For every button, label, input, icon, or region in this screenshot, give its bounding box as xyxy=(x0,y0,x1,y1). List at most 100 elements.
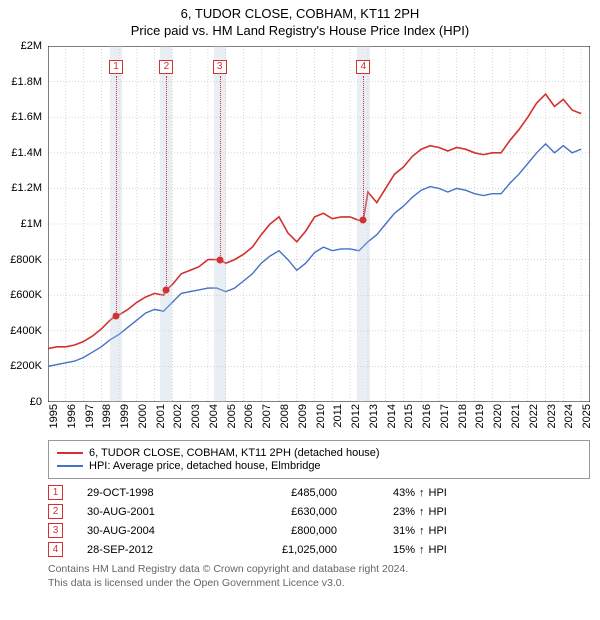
transaction-marker-line xyxy=(220,76,221,260)
plot: 1 2 3 4 xyxy=(48,46,590,402)
x-axis-label: 2001 xyxy=(155,404,167,428)
transaction-marker-line xyxy=(363,76,364,220)
title-line1: 6, TUDOR CLOSE, COBHAM, KT11 2PH xyxy=(0,6,600,21)
transaction-marker-box: 3 xyxy=(213,60,227,74)
footer: Contains HM Land Registry data © Crown c… xyxy=(48,563,590,590)
y-axis-label: £0 xyxy=(30,396,42,408)
transaction-date: 30-AUG-2004 xyxy=(87,525,227,537)
title-line2: Price paid vs. HM Land Registry's House … xyxy=(0,23,600,38)
up-arrow-icon: ↑ xyxy=(419,525,425,537)
transaction-number: 1 xyxy=(48,485,63,500)
transaction-price: £485,000 xyxy=(227,487,337,499)
y-axis-labels: £0£200K£400K£600K£800K£1M£1.2M£1.4M£1.6M… xyxy=(4,46,44,402)
transaction-number: 2 xyxy=(48,504,63,519)
legend-item: HPI: Average price, detached house, Elmb… xyxy=(57,460,581,472)
transactions-table: 129-OCT-1998£485,00043%↑HPI230-AUG-2001£… xyxy=(48,485,590,557)
x-axis-label: 2016 xyxy=(421,404,433,428)
transaction-marker-line xyxy=(116,76,117,316)
transaction-pct: 15% xyxy=(355,544,415,556)
x-axis-label: 1997 xyxy=(84,404,96,428)
transaction-row: 2 30-AUG-2001£630,000 23% ↑ HPI xyxy=(48,504,590,519)
transaction-marker-box: 2 xyxy=(159,60,173,74)
transaction-date: 28-SEP-2012 xyxy=(87,544,227,556)
transaction-price: £1,025,000 xyxy=(227,544,337,556)
x-axis-label: 2013 xyxy=(368,404,380,428)
x-axis-label: 2005 xyxy=(226,404,238,428)
chart-title-block: 6, TUDOR CLOSE, COBHAM, KT11 2PH Price p… xyxy=(0,0,600,38)
transaction-row: 1 29-OCT-1998£485,000 43% ↑ HPI xyxy=(48,485,590,500)
transaction-marker-dot xyxy=(113,312,120,319)
chart-area: £0£200K£400K£600K£800K£1M£1.2M£1.4M£1.6M… xyxy=(48,46,590,402)
y-axis-label: £2M xyxy=(21,40,42,52)
transaction-pct: 43% xyxy=(355,487,415,499)
x-axis-label: 2021 xyxy=(510,404,522,428)
x-axis-label: 2002 xyxy=(172,404,184,428)
up-arrow-icon: ↑ xyxy=(419,487,425,499)
x-axis-label: 2012 xyxy=(350,404,362,428)
footer-line1: Contains HM Land Registry data © Crown c… xyxy=(48,563,590,577)
x-axis-label: 2022 xyxy=(528,404,540,428)
up-arrow-icon: ↑ xyxy=(419,544,425,556)
x-axis-label: 2019 xyxy=(474,404,486,428)
x-axis-label: 1998 xyxy=(101,404,113,428)
x-axis-label: 2014 xyxy=(386,404,398,428)
x-axis-label: 2015 xyxy=(403,404,415,428)
y-axis-label: £200K xyxy=(10,360,42,372)
legend-swatch xyxy=(57,452,83,454)
transaction-pct: 23% xyxy=(355,506,415,518)
transaction-price: £630,000 xyxy=(227,506,337,518)
x-axis-label: 2024 xyxy=(563,404,575,428)
x-axis-label: 2006 xyxy=(243,404,255,428)
legend-label: 6, TUDOR CLOSE, COBHAM, KT11 2PH (detach… xyxy=(89,447,380,459)
transaction-row: 4 28-SEP-2012£1,025,000 15% ↑ HPI xyxy=(48,542,590,557)
y-axis-label: £400K xyxy=(10,325,42,337)
y-axis-label: £1.8M xyxy=(11,76,42,88)
x-axis-labels: 1995 1996 1997 1998 1999 2000 2001 2002 2003 2004… xyxy=(48,402,590,436)
x-axis-label: 1995 xyxy=(48,404,60,428)
x-axis-label: 2017 xyxy=(439,404,451,428)
transaction-marker-dot xyxy=(163,286,170,293)
x-axis-label: 2003 xyxy=(190,404,202,428)
x-axis-label: 2025 xyxy=(581,404,593,428)
x-axis-label: 2007 xyxy=(261,404,273,428)
y-axis-label: £800K xyxy=(10,254,42,266)
transaction-hpi-label: HPI xyxy=(429,525,447,537)
x-axis-label: 1999 xyxy=(119,404,131,428)
x-axis-label: 2011 xyxy=(332,404,344,428)
legend-label: HPI: Average price, detached house, Elmb… xyxy=(89,460,321,472)
x-axis-label: 2004 xyxy=(208,404,220,428)
transaction-date: 29-OCT-1998 xyxy=(87,487,227,499)
x-axis-label: 2009 xyxy=(297,404,309,428)
series-hpi xyxy=(48,144,581,367)
x-axis-label: 2018 xyxy=(457,404,469,428)
y-axis-label: £1.2M xyxy=(11,182,42,194)
transaction-date: 30-AUG-2001 xyxy=(87,506,227,518)
transaction-pct: 31% xyxy=(355,525,415,537)
x-axis-label: 2010 xyxy=(315,404,327,428)
footer-line2: This data is licensed under the Open Gov… xyxy=(48,577,590,591)
transaction-number: 4 xyxy=(48,542,63,557)
transaction-marker-box: 1 xyxy=(109,60,123,74)
transaction-marker-dot xyxy=(216,256,223,263)
legend-swatch xyxy=(57,465,83,467)
transaction-row: 3 30-AUG-2004£800,000 31% ↑ HPI xyxy=(48,523,590,538)
transaction-marker-box: 4 xyxy=(356,60,370,74)
y-axis-label: £1.4M xyxy=(11,147,42,159)
transaction-marker-dot xyxy=(360,216,367,223)
x-axis-label: 2008 xyxy=(279,404,291,428)
transaction-hpi-label: HPI xyxy=(429,544,447,556)
transaction-hpi-label: HPI xyxy=(429,487,447,499)
x-axis-label: 2020 xyxy=(492,404,504,428)
y-axis-label: £1M xyxy=(21,218,42,230)
x-axis-label: 1996 xyxy=(66,404,78,428)
legend-box: 6, TUDOR CLOSE, COBHAM, KT11 2PH (detach… xyxy=(48,440,590,479)
y-axis-label: £600K xyxy=(10,289,42,301)
transaction-hpi-label: HPI xyxy=(429,506,447,518)
x-axis-label: 2023 xyxy=(546,404,558,428)
legend-item: 6, TUDOR CLOSE, COBHAM, KT11 2PH (detach… xyxy=(57,447,581,459)
x-axis-label: 2000 xyxy=(137,404,149,428)
transaction-marker-line xyxy=(166,76,167,290)
transaction-number: 3 xyxy=(48,523,63,538)
transaction-price: £800,000 xyxy=(227,525,337,537)
up-arrow-icon: ↑ xyxy=(419,506,425,518)
